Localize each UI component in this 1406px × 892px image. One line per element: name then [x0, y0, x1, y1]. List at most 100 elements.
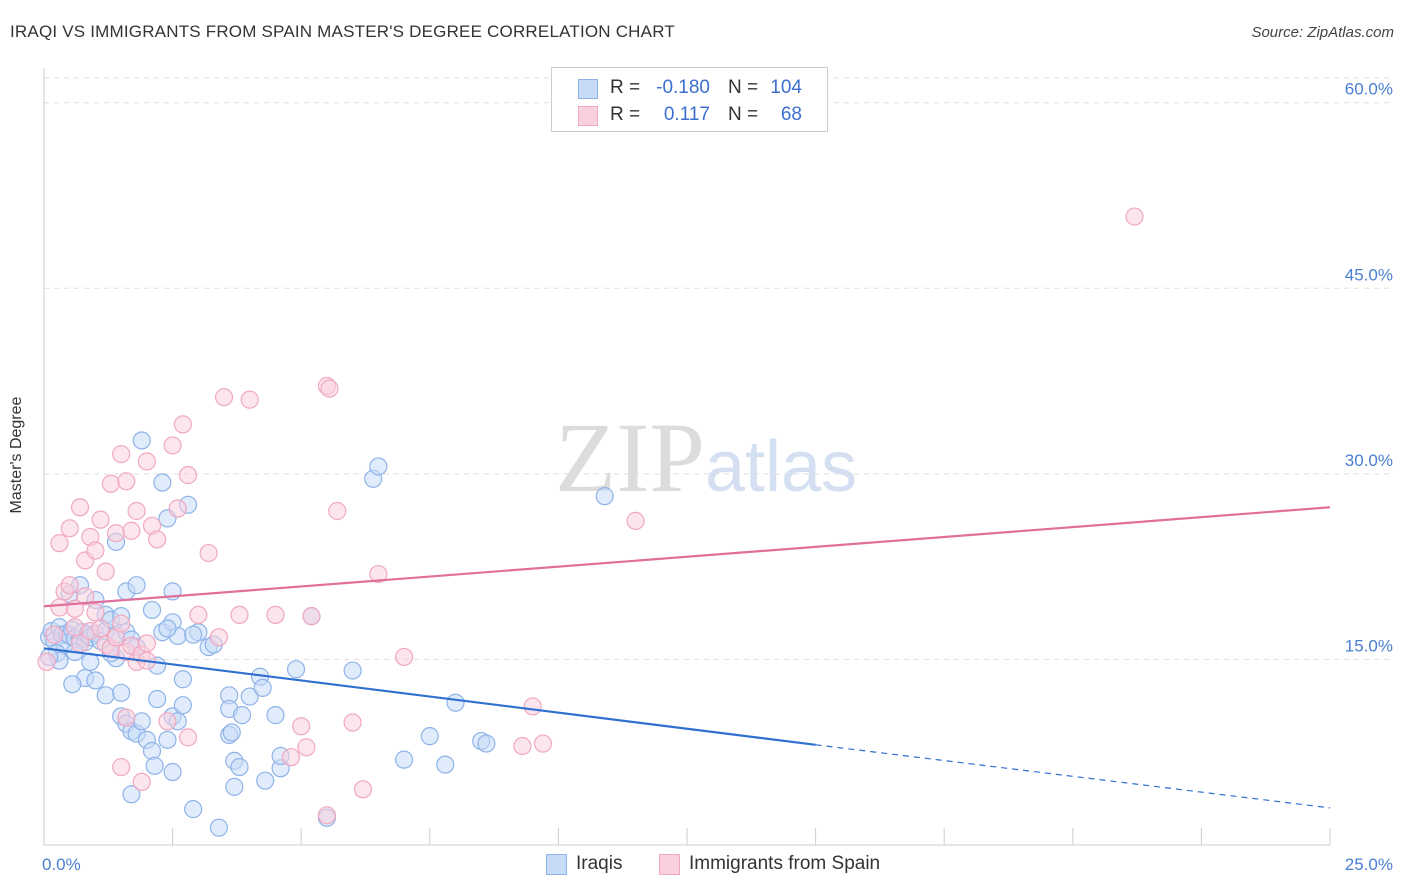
watermark-atlas: atlas	[705, 427, 858, 507]
iraqis-point	[132, 712, 151, 731]
iraqis-point	[232, 706, 252, 725]
legend-r-label: R =	[610, 77, 641, 98]
spain-point	[106, 524, 126, 543]
iraqis-point	[96, 686, 115, 705]
y-tick-label: 45.0%	[1345, 265, 1393, 284]
spain-point	[137, 452, 156, 471]
spain-point	[50, 598, 69, 617]
y-tick-label: 30.0%	[1345, 451, 1393, 470]
iraqis-point	[163, 762, 182, 782]
iraqis-point	[253, 678, 272, 697]
spain-point	[343, 713, 362, 732]
legend-swatch-spain	[578, 106, 598, 126]
y-tick-label: 15.0%	[1345, 636, 1393, 655]
spain-point	[302, 607, 321, 626]
spain-point	[45, 625, 64, 644]
y-tick-label: 60.0%	[1345, 80, 1393, 99]
spain-point	[189, 605, 208, 625]
y-axis-label: Master's Degree	[8, 396, 25, 514]
spain-point	[163, 436, 182, 455]
iraqis-point	[173, 670, 192, 689]
spain-point	[297, 738, 316, 757]
spain-point	[320, 379, 339, 398]
spain-point	[533, 734, 553, 753]
spain-point	[173, 415, 192, 434]
legend-label-spain: Immigrants from Spain	[689, 853, 881, 874]
spain-point	[1125, 207, 1144, 226]
legend-r-value: 0.117	[663, 104, 710, 125]
iraqis-point	[477, 734, 496, 753]
spain-point	[122, 521, 141, 540]
spain-point	[60, 519, 79, 538]
iraqis-point	[142, 741, 162, 761]
iraqis-point	[81, 652, 100, 672]
iraqis-point	[240, 687, 259, 706]
spain-point	[86, 541, 105, 560]
spain-point	[214, 388, 234, 407]
iraqis-point	[63, 675, 82, 694]
iraqis-point	[132, 431, 151, 450]
spain-point	[369, 564, 388, 584]
spain-point	[281, 748, 301, 767]
legend-n-label: N =	[728, 77, 759, 98]
spain-point	[117, 472, 136, 491]
spain-point	[353, 780, 373, 799]
iraqis-trend-line	[43, 647, 816, 746]
spain-point	[513, 736, 532, 756]
spain-point	[523, 697, 542, 716]
spain-point	[112, 757, 131, 777]
spain-point	[266, 605, 285, 625]
iraqis-point	[158, 730, 177, 749]
spain-point	[292, 717, 311, 736]
iraqis-trend-extension	[815, 744, 1331, 809]
spain-point	[132, 772, 151, 792]
iraqis-point	[230, 757, 249, 777]
spain-point	[76, 587, 95, 606]
spain-point	[328, 501, 347, 521]
legend-label-iraqis: Iraqis	[576, 853, 623, 874]
spain-point	[168, 499, 187, 518]
legend-row-iraqis: R = -0.180 N = 104	[552, 73, 827, 101]
iraqis-point	[436, 755, 455, 774]
spain-point	[230, 605, 249, 625]
spain-trend-line	[43, 506, 1331, 608]
iraqis-point	[153, 473, 172, 492]
iraqis-point	[184, 625, 203, 644]
spain-point	[199, 543, 218, 563]
legend-row-spain: R = 0.117 N = 68	[552, 100, 827, 128]
spain-point	[96, 562, 115, 581]
spain-point	[101, 474, 120, 493]
iraqis-point	[142, 600, 162, 620]
spain-point	[70, 498, 90, 517]
spain-point	[37, 652, 56, 672]
iraqis-point	[369, 457, 388, 476]
spain-point	[317, 806, 337, 825]
iraqis-point	[595, 487, 614, 506]
spain-point	[240, 390, 259, 409]
legend-n-value: 104	[770, 77, 802, 98]
legend-r-label: R =	[610, 104, 641, 125]
spain-point	[394, 647, 414, 667]
spain-point	[117, 708, 136, 727]
legend-n-label: N =	[728, 104, 759, 125]
spain-point	[91, 619, 110, 638]
iraqis-point	[148, 689, 167, 709]
spain-point	[626, 511, 645, 530]
iraqis-point	[184, 800, 203, 819]
legend-r-value: -0.180	[656, 77, 710, 98]
spain-point	[148, 530, 167, 549]
chart-title: IRAQI VS IMMIGRANTS FROM SPAIN MASTER'S …	[10, 22, 675, 41]
iraqis-point	[158, 619, 177, 638]
iraqis-point	[225, 777, 244, 796]
spain-point	[127, 501, 146, 521]
legend-swatch-iraqis	[546, 854, 567, 875]
legend-n-value: 68	[780, 104, 802, 125]
iraqis-point	[209, 818, 228, 837]
iraqis-point	[286, 660, 306, 679]
iraqis-point	[420, 727, 439, 746]
iraqis-point	[256, 771, 275, 790]
spain-point	[65, 618, 84, 637]
watermark: ZIPatlas	[555, 400, 857, 515]
spain-point	[178, 466, 198, 485]
